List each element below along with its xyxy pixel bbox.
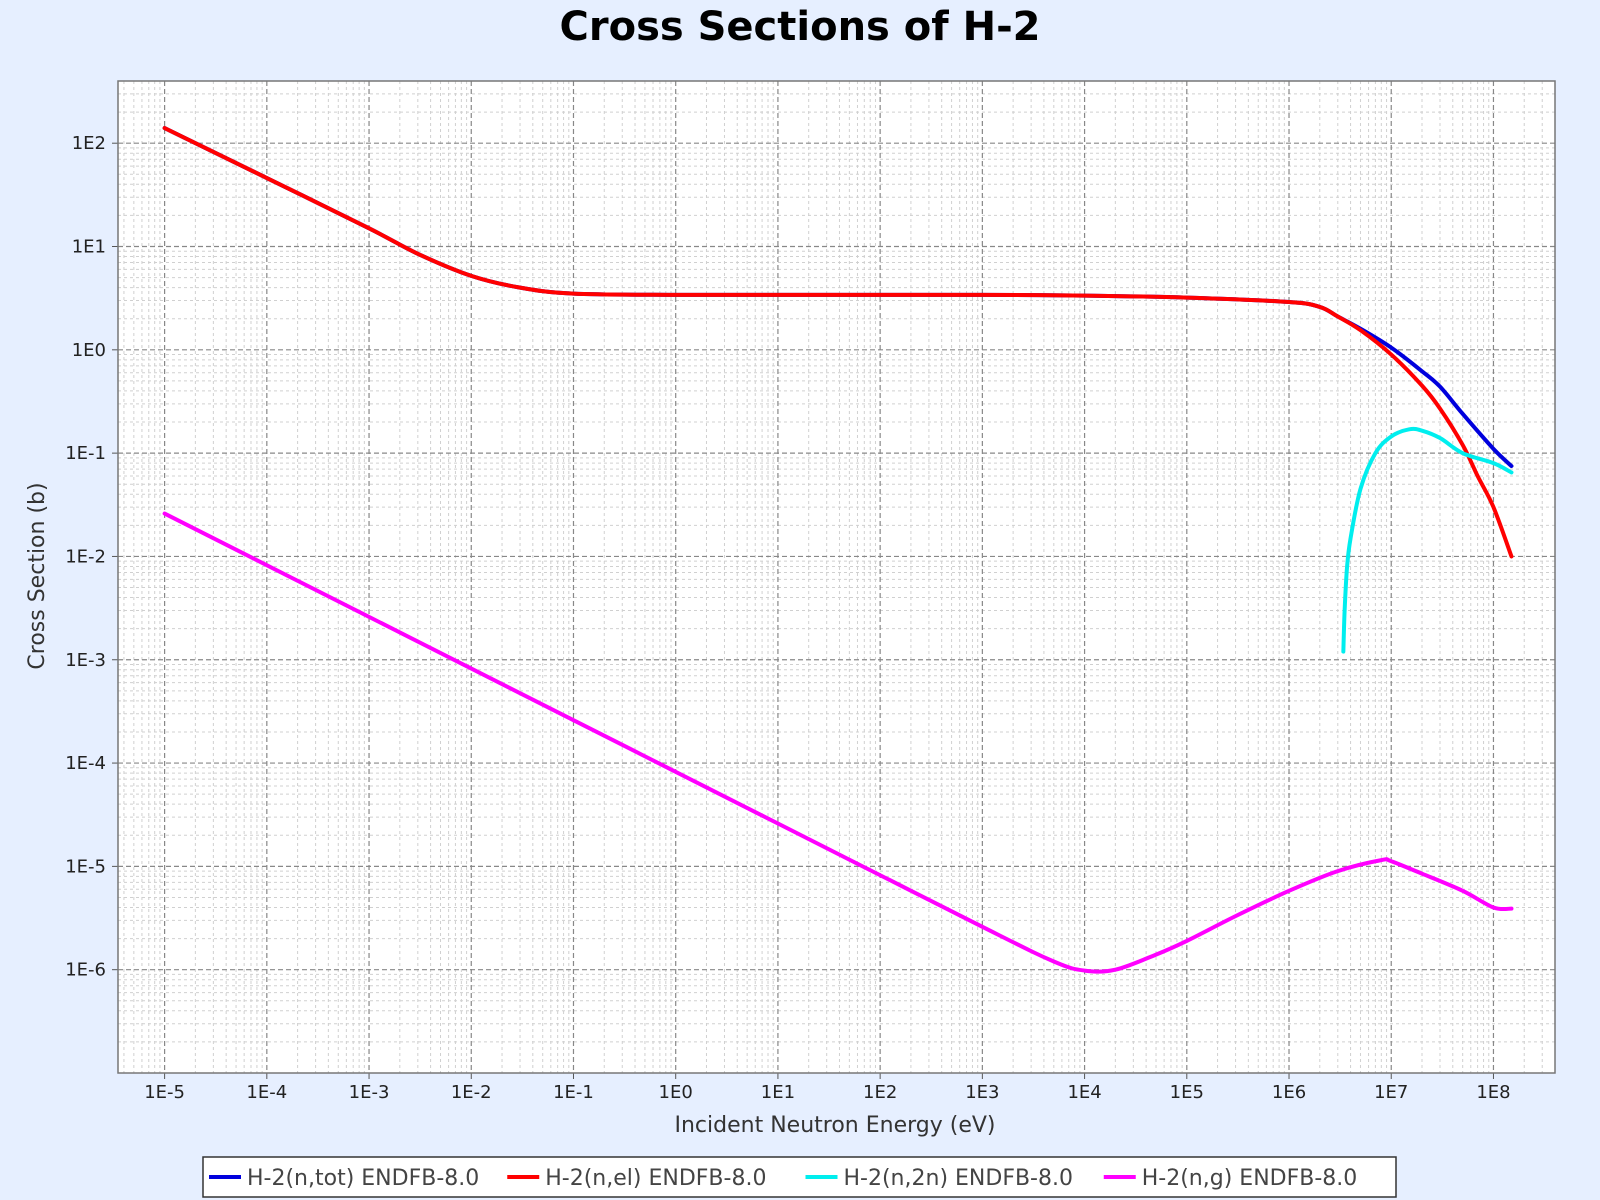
x-tick-label: 1E0 bbox=[659, 1082, 693, 1103]
x-tick-label: 1E6 bbox=[1272, 1082, 1306, 1103]
y-tick-label: 1E-1 bbox=[65, 443, 106, 464]
y-tick-label: 1E0 bbox=[72, 340, 106, 361]
series-line-2 bbox=[162, 126, 1514, 559]
legend-label: H-2(n,g) ENDFB-8.0 bbox=[1142, 1166, 1358, 1191]
y-tick-label: 1E-6 bbox=[65, 960, 106, 981]
legend-label: H-2(n,2n) ENDFB-8.0 bbox=[844, 1166, 1074, 1191]
y-tick-label: 1E2 bbox=[72, 133, 106, 154]
legend: H-2(n,tot) ENDFB-8.0 H-2(n,el) ENDFB-8.0 H… bbox=[202, 1156, 1397, 1198]
x-tick-label: 1E4 bbox=[1067, 1082, 1101, 1103]
plot-border bbox=[117, 80, 1556, 1074]
y-tick-label: 1E-2 bbox=[65, 546, 106, 567]
x-tick-label: 1E2 bbox=[863, 1082, 897, 1103]
plot-background bbox=[118, 81, 1555, 1073]
chart-title: Cross Sections of H-2 bbox=[560, 4, 1041, 50]
y-tick-label: 1E-4 bbox=[65, 753, 106, 774]
x-tick-label: 1E5 bbox=[1170, 1082, 1204, 1103]
legend-label: H-2(n,tot) ENDFB-8.0 bbox=[247, 1166, 479, 1191]
series-line-4 bbox=[162, 511, 1514, 974]
y-tick-label: 1E-3 bbox=[65, 650, 106, 671]
major-grid: 1E-5 1E-4 1E-3 1E-2 1E-1 1E0 1E1 1E2 1E3 1E4 1E5 1E… bbox=[65, 81, 1555, 1103]
x-tick-label: 1E-4 bbox=[246, 1082, 287, 1103]
x-tick-label: 1E-5 bbox=[144, 1082, 185, 1103]
y-tick-label: 1E-5 bbox=[65, 856, 106, 877]
y-axis-label: Cross Section (b) bbox=[25, 482, 50, 669]
y-tick-label: 1E1 bbox=[72, 237, 106, 258]
plot-area: 1E-5 1E-4 1E-3 1E-2 1E-1 1E0 1E1 1E2 1E3 1E4 1E5 1E… bbox=[65, 80, 1556, 1103]
x-tick-label: 1E-2 bbox=[451, 1082, 492, 1103]
x-tick-label: 1E-3 bbox=[349, 1082, 390, 1103]
x-tick-label: 1E1 bbox=[761, 1082, 795, 1103]
series-line-3 bbox=[1341, 426, 1514, 654]
x-tick-label: 1E8 bbox=[1476, 1082, 1510, 1103]
x-tick-label: 1E7 bbox=[1374, 1082, 1408, 1103]
legend-label: H-2(n,el) ENDFB-8.0 bbox=[545, 1166, 766, 1191]
x-tick-label: 1E3 bbox=[965, 1082, 999, 1103]
legend-box bbox=[202, 1156, 1397, 1198]
series-lines bbox=[162, 126, 1514, 974]
x-tick-label: 1E-1 bbox=[553, 1082, 594, 1103]
x-axis-label: Incident Neutron Energy (eV) bbox=[675, 1113, 996, 1138]
